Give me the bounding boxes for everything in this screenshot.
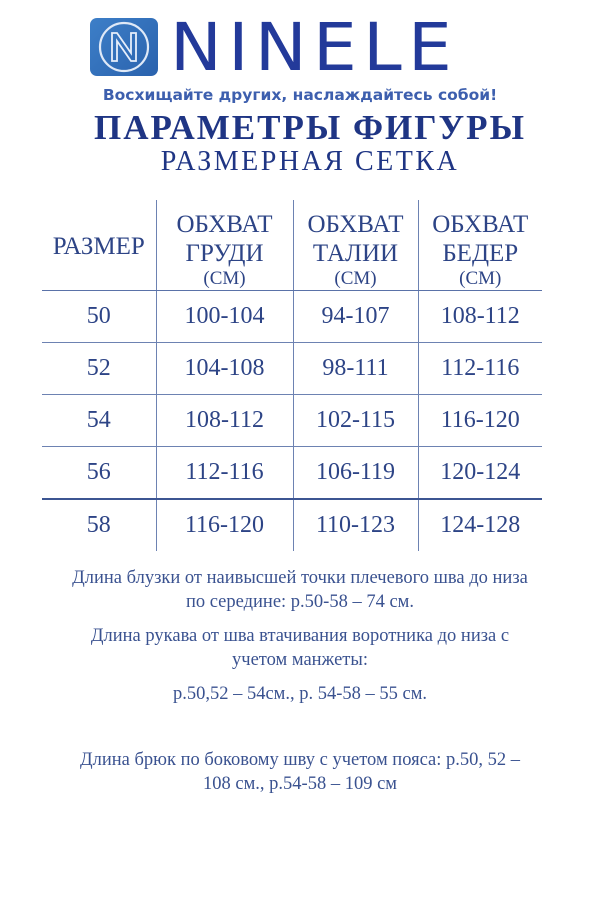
header-label: БЕДЕР [442, 240, 519, 267]
brand-name: NINELE [170, 9, 459, 86]
page-subtitle: РАЗМЕРНАЯ СЕТКА [160, 146, 460, 177]
column-header-size: РАЗМЕР [42, 200, 156, 291]
note-line: Длина брюк по боковому шву с учетом пояс… [79, 750, 521, 770]
table-row: 58 116-120 110-123 124-128 [42, 498, 542, 551]
header-label: ОБХВАТ [432, 211, 529, 238]
header-label: ОБХВАТ [307, 211, 404, 238]
note-line: учетом манжеты: [232, 650, 368, 670]
cell-hips: 124-128 [417, 498, 542, 551]
cell-size: 58 [42, 498, 156, 551]
cell-hips: 120-124 [417, 446, 542, 499]
cell-chest: 104-108 [155, 342, 293, 395]
cell-waist: 94-107 [292, 290, 418, 343]
note-line: 108 см., р.54-58 – 109 см [203, 774, 397, 794]
header-label: ТАЛИИ [312, 240, 399, 267]
header-unit: (СМ) [203, 268, 246, 289]
cell-hips: 116-120 [417, 394, 542, 447]
cell-size: 52 [42, 342, 156, 395]
header-unit: (СМ) [459, 268, 502, 289]
column-header-waist: ОБХВАТ ТАЛИИ (СМ) [292, 200, 418, 291]
cell-size: 56 [42, 446, 156, 499]
header-label: ГРУДИ [185, 240, 264, 267]
column-header-hips: ОБХВАТ БЕДЕР (СМ) [417, 200, 542, 291]
cell-waist: 102-115 [292, 394, 418, 447]
header-unit: (СМ) [334, 268, 377, 289]
cell-chest: 100-104 [155, 290, 293, 343]
brand-logo-icon [90, 18, 158, 76]
note-line: Длина рукава от шва втачивания воротника… [90, 626, 510, 646]
cell-size: 50 [86, 303, 111, 329]
cell-waist: 106-119 [292, 446, 418, 499]
cell-hips: 108-112 [417, 290, 542, 343]
page-title: ПАРАМЕТРЫ ФИГУРЫ [94, 108, 526, 147]
header-label: ОБХВАТ [176, 211, 273, 238]
cell-waist: 110-123 [292, 498, 418, 551]
note-trousers-length: Длина брюк по боковому шву с учетом пояс… [20, 748, 580, 796]
note-sleeve-length: Длина рукава от шва втачивания воротника… [20, 624, 580, 706]
cell-chest: 108-112 [155, 394, 293, 447]
cell-waist: 98-111 [292, 342, 418, 395]
cell-chest: 112-116 [155, 446, 293, 499]
header-label: РАЗМЕР [52, 232, 145, 260]
column-header-chest: ОБХВАТ ГРУДИ (СМ) [155, 200, 293, 291]
note-line: по середине: р.50-58 – 74 см. [185, 592, 415, 612]
note-line: р.50,52 – 54см., р. 54-58 – 55 см. [172, 684, 428, 704]
note-line: Длина блузки от наивысшей точки плечевог… [72, 568, 528, 588]
size-table: РАЗМЕР ОБХВАТ ГРУДИ (СМ) ОБХВАТ ТАЛИИ (СМ) О… [42, 200, 542, 551]
table-row: 50 100-104 94-107 108-112 [42, 290, 542, 343]
table-header-row: РАЗМЕР ОБХВАТ ГРУДИ (СМ) ОБХВАТ ТАЛИИ (СМ) О… [42, 200, 542, 291]
cell-size: 54 [42, 394, 156, 447]
table-row: 52 104-108 98-111 112-116 [42, 342, 542, 395]
cell-hips: 112-116 [417, 342, 542, 395]
table-row: 56 112-116 106-119 120-124 [42, 446, 542, 499]
table-row: 54 108-112 102-115 116-120 [42, 394, 542, 447]
note-blouse-length: Длина блузки от наивысшей точки плечевог… [20, 566, 580, 614]
cell-chest: 116-120 [155, 498, 293, 551]
tagline: Восхищайте других, наслаждайтесь собой! [102, 86, 498, 104]
